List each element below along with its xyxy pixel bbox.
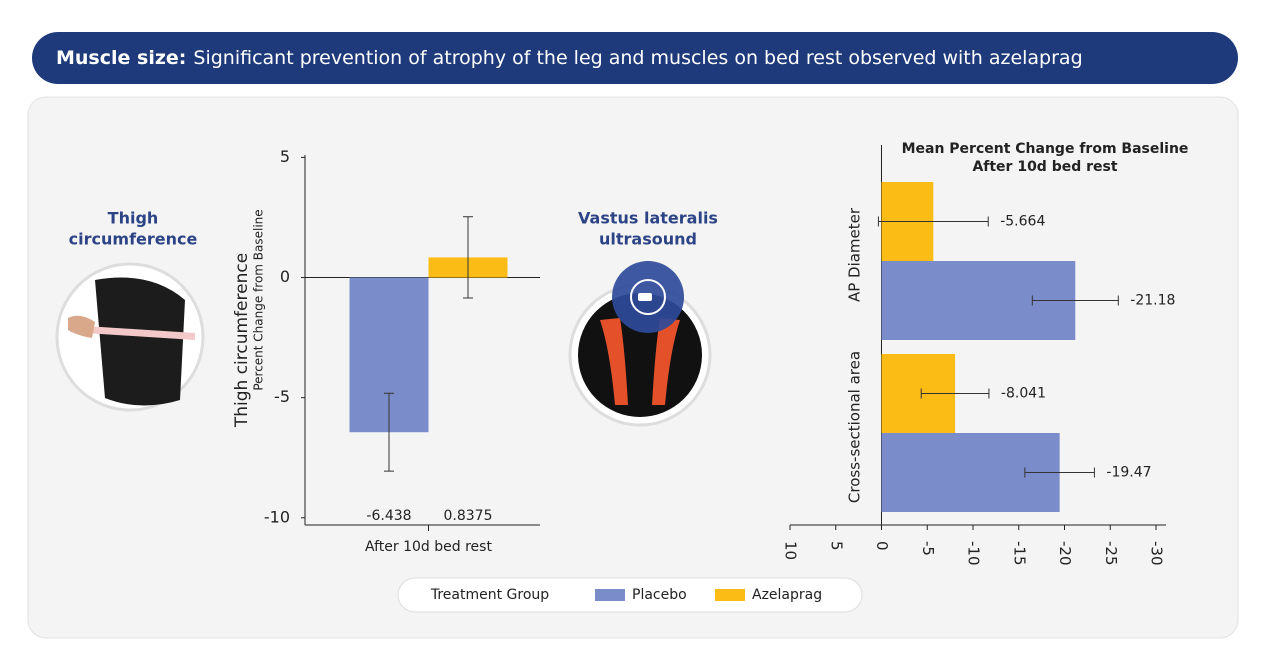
value-label: 0.8375 [444, 508, 493, 524]
x-tick-label: 5 [827, 541, 845, 551]
x-tick-label: 10 [782, 541, 800, 560]
panel-label: ultrasound [599, 230, 697, 249]
x-tick-label: -15 [1010, 541, 1028, 566]
x-tick-label: -5 [919, 541, 937, 556]
header-text: Significant prevention of atrophy of the… [193, 47, 1082, 69]
value-label: -19.47 [1106, 465, 1151, 481]
error-bar [1031, 295, 1119, 306]
y-axis-sublabel: Percent Change from Baseline [252, 209, 266, 390]
x-tick-label: 0 [873, 541, 891, 551]
chart-title: After 10d bed rest [972, 159, 1117, 175]
header-bar [32, 32, 1238, 84]
error-bar [1024, 467, 1095, 478]
error-bar [384, 392, 394, 472]
muscle [652, 318, 680, 405]
legend-swatch [715, 589, 745, 601]
y-axis-label: Thigh circumference [232, 253, 252, 428]
y-tick-label: 0 [280, 267, 290, 286]
header-lead: Muscle size: [56, 47, 186, 69]
error-bar [463, 216, 473, 299]
y-tick-label: 5 [280, 147, 290, 166]
header-title: Muscle size: Significant prevention of at… [56, 47, 1083, 69]
x-tick-label: -30 [1148, 541, 1166, 566]
probe-ring [630, 279, 666, 315]
muscle [600, 318, 628, 405]
y-tick-label: -10 [264, 507, 290, 526]
legend-title: Treatment Group [430, 587, 549, 603]
panel-label: Thigh [108, 209, 159, 228]
chart-title: Mean Percent Change from Baseline [902, 141, 1189, 157]
category-label: Cross-sectional area [846, 351, 864, 503]
legend-swatch [595, 589, 625, 601]
hand [68, 315, 95, 338]
x-tick-label: After 10d bed rest [365, 539, 492, 555]
error-bar [920, 388, 990, 399]
value-label: -21.18 [1130, 293, 1175, 309]
panel-label: circumference [69, 230, 198, 249]
legend-label: Azelaprag [752, 587, 822, 603]
leg-shape [95, 277, 185, 406]
x-tick-label: -10 [965, 541, 983, 566]
panel-label: Vastus lateralis [578, 209, 718, 228]
tape [70, 325, 195, 340]
value-label: -8.041 [1001, 386, 1046, 402]
value-label: -5.664 [1000, 214, 1045, 230]
y-tick-label: -5 [274, 387, 290, 406]
legend-label: Placebo [632, 587, 687, 603]
x-tick-label: -25 [1102, 541, 1120, 566]
x-tick-label: -20 [1056, 541, 1074, 566]
value-label: -6.438 [366, 508, 411, 524]
error-bar [877, 216, 989, 227]
probe [638, 293, 652, 301]
category-label: AP Diameter [846, 207, 864, 302]
legend [397, 577, 863, 613]
